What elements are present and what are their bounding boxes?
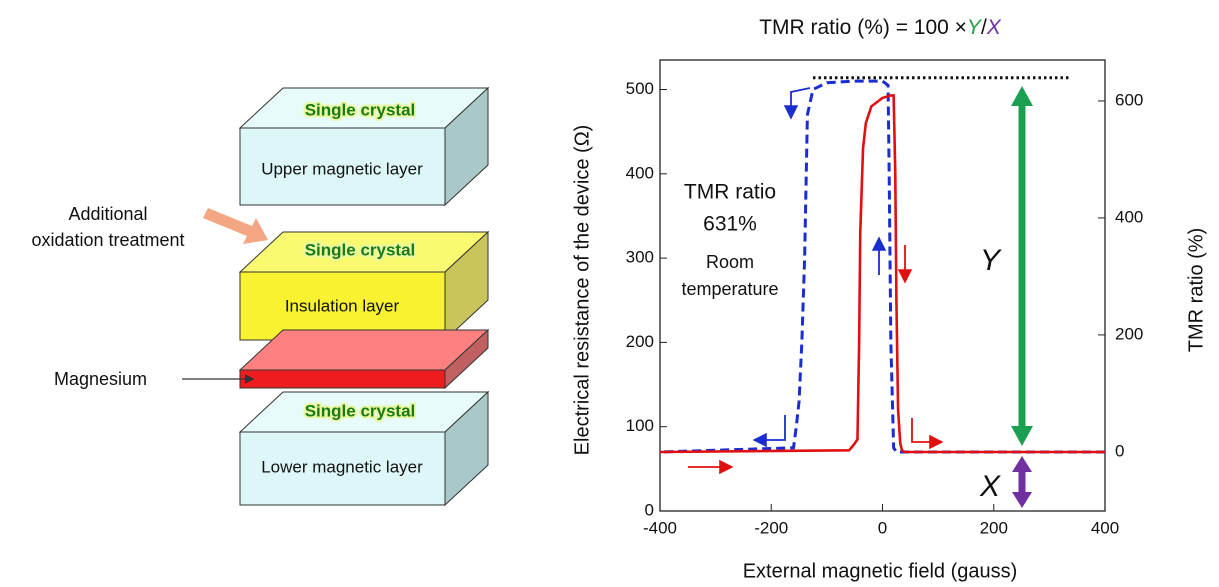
x-tick-label: -200 xyxy=(754,518,788,537)
figure: Single crystal Upper magnetic layer Sing… xyxy=(0,0,1219,587)
y2-tick-label: 400 xyxy=(1115,207,1143,226)
annotation: Magnesium xyxy=(54,369,147,389)
chart-title: TMR ratio (%) = 100 ×Y/X xyxy=(759,16,1002,39)
x-tick-label: 0 xyxy=(878,518,887,537)
annotation: Room xyxy=(706,252,754,272)
y2-tick-label: 0 xyxy=(1115,441,1124,460)
x-axis-label: External magnetic field (gauss) xyxy=(743,560,1018,582)
y-arrow-head xyxy=(1011,86,1033,106)
annotation: X xyxy=(979,470,1001,503)
direction-arrow xyxy=(912,418,940,442)
direction-arrow xyxy=(756,415,785,440)
y-tick-label: 100 xyxy=(626,416,654,435)
y2-tick-label: 200 xyxy=(1115,324,1143,343)
annotation: 631% xyxy=(703,213,757,236)
y-tick-label: 500 xyxy=(626,79,654,98)
y-tick-label: 300 xyxy=(626,248,654,267)
annotation: temperature xyxy=(681,279,778,299)
layer-top-label: Single crystal xyxy=(305,240,416,259)
chart: 600 400 200 0 500 400 300 200 100 0 400 200 0 -200 -40… xyxy=(571,16,1207,583)
title-x: X xyxy=(986,16,1002,39)
layer-top-label: Single crystal xyxy=(305,100,416,119)
annotation: TMR ratio xyxy=(684,181,776,204)
y-tick-label: 0 xyxy=(645,500,654,519)
x-arrow-head xyxy=(1012,492,1032,508)
layer-label: Lower magnetic layer xyxy=(261,457,423,476)
annotation: Additional xyxy=(68,204,147,224)
plate-front xyxy=(240,370,445,388)
title-text: TMR ratio (%) = 100 × xyxy=(759,16,967,39)
series-line xyxy=(660,95,1105,452)
y2-tick-label: 600 xyxy=(1115,90,1143,109)
x-tick-label: 200 xyxy=(980,518,1008,537)
layer-top-label: Single crystal xyxy=(305,401,416,420)
x-tick-label: -400 xyxy=(643,518,677,537)
annotation: Y xyxy=(980,244,1002,277)
x-arrow-head xyxy=(1012,456,1032,472)
x-tick-label: 400 xyxy=(1091,518,1119,537)
layer-label: Insulation layer xyxy=(285,296,400,315)
oxidation-arrow xyxy=(203,208,268,244)
y2-axis-label: TMR ratio (%) xyxy=(1185,228,1207,352)
layer-diagram: Single crystal Upper magnetic layer Sing… xyxy=(31,88,488,505)
y-arrow-head xyxy=(1011,426,1033,446)
y-axis-label: Electrical resistance of the device (Ω) xyxy=(571,125,593,456)
layer-label: Upper magnetic layer xyxy=(261,159,423,178)
y-tick-label: 400 xyxy=(626,163,654,182)
annotation: oxidation treatment xyxy=(31,230,184,250)
y-tick-label: 200 xyxy=(626,332,654,351)
